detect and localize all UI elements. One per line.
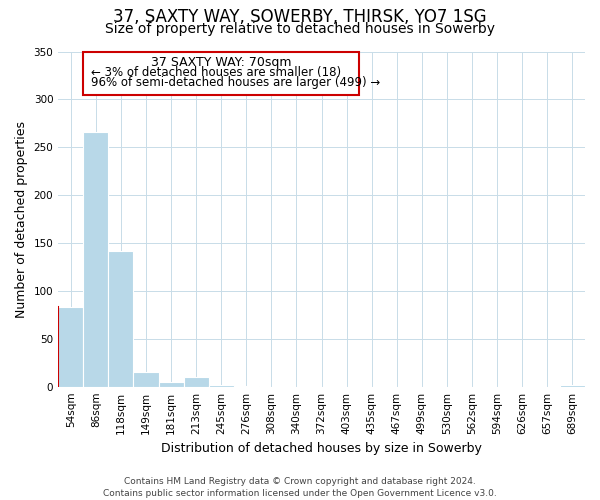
Bar [83,132,109,386]
Bar [58,307,83,386]
Text: 37 SAXTY WAY: 70sqm: 37 SAXTY WAY: 70sqm [151,56,292,70]
Text: Contains HM Land Registry data © Crown copyright and database right 2024.
Contai: Contains HM Land Registry data © Crown c… [103,476,497,498]
Bar [109,250,133,386]
FancyBboxPatch shape [83,52,359,94]
Y-axis label: Number of detached properties: Number of detached properties [15,120,28,318]
Text: 96% of semi-detached houses are larger (499) →: 96% of semi-detached houses are larger (… [91,76,380,90]
Text: Size of property relative to detached houses in Sowerby: Size of property relative to detached ho… [105,22,495,36]
Bar [158,382,184,386]
Text: ← 3% of detached houses are smaller (18): ← 3% of detached houses are smaller (18) [91,66,341,79]
Bar [560,385,585,386]
Bar [133,372,158,386]
Text: 37, SAXTY WAY, SOWERBY, THIRSK, YO7 1SG: 37, SAXTY WAY, SOWERBY, THIRSK, YO7 1SG [113,8,487,26]
X-axis label: Distribution of detached houses by size in Sowerby: Distribution of detached houses by size … [161,442,482,455]
Bar [209,385,234,386]
Bar [184,377,209,386]
